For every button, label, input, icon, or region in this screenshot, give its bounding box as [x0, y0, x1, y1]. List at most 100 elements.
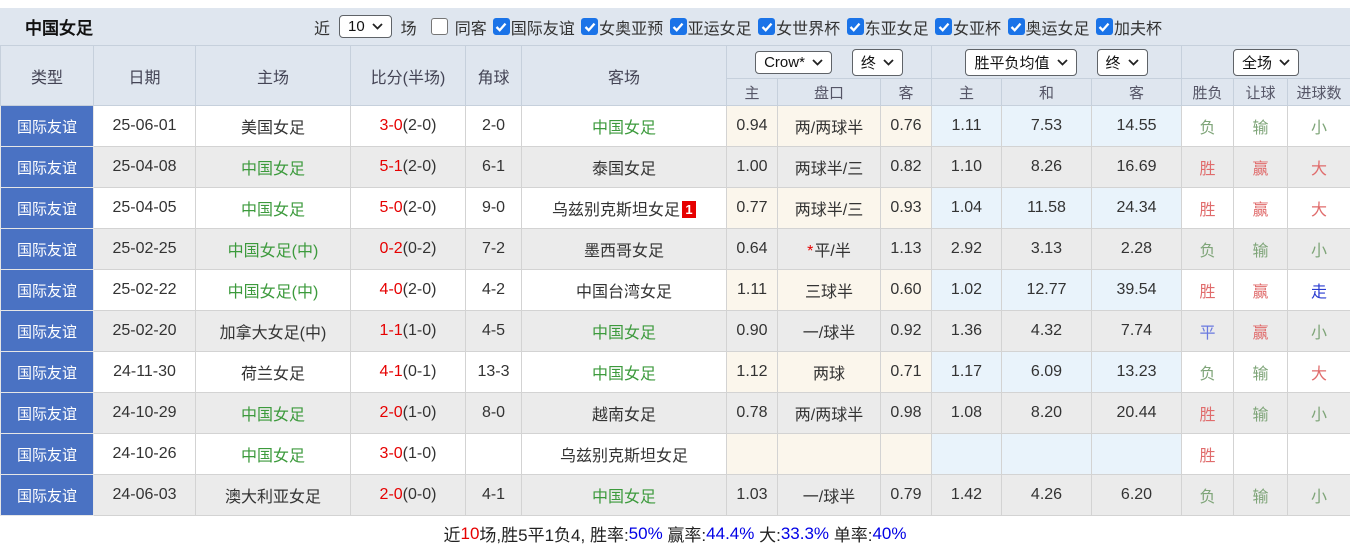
filter-bar: 中国女足 近 10 场 同客 国际友谊 女奥亚预 [0, 8, 1350, 45]
asia-odds-source-select[interactable]: Crow* [755, 51, 832, 74]
summary-segment: 33.3% [781, 524, 829, 544]
competition-checkbox[interactable] [670, 18, 687, 35]
cell-score: 3-0(2-0) [351, 106, 466, 147]
away-team-name: 泰国女足 [592, 161, 656, 178]
cell-eu-away-odds: 2.28 [1092, 229, 1182, 270]
cell-score: 3-0(1-0) [351, 434, 466, 475]
competition-checkbox[interactable] [935, 18, 952, 35]
competition-checkbox[interactable] [493, 18, 510, 35]
score-fulltime: 0-2 [380, 240, 403, 257]
check-icon [672, 22, 684, 32]
away-team-name: 乌兹别克斯坦女足 [560, 448, 688, 465]
cell-away-team: 乌兹别克斯坦女足 [522, 434, 727, 475]
handicap-line: 两球半/三 [795, 202, 863, 219]
col-header-type: 类型 [1, 46, 94, 106]
recent-label-suffix: 场 [401, 15, 417, 39]
cell-corners: 4-1 [466, 475, 522, 516]
recent-count-select[interactable]: 10 [339, 15, 392, 38]
table-row: 国际友谊 24-06-03 澳大利亚女足 2-0(0-0) 4-1 中国女足 1… [1, 475, 1350, 516]
cell-corners: 2-0 [466, 106, 522, 147]
table-row: 国际友谊 25-02-25 中国女足(中) 0-2(0-2) 7-2 墨西哥女足… [1, 229, 1350, 270]
competition-label: 女世界杯 [776, 15, 840, 39]
cell-goals-result: 小 [1288, 393, 1350, 434]
cell-result: 负 [1182, 475, 1234, 516]
cell-corners: 7-2 [466, 229, 522, 270]
cell-away-team: 中国女足 [522, 311, 727, 352]
cell-eu-away-odds: 20.44 [1092, 393, 1182, 434]
asia-odds-period-select[interactable]: 终 [852, 49, 903, 76]
cell-result: 胜 [1182, 270, 1234, 311]
summary-segment: 近 [443, 521, 460, 546]
cell-date: 25-06-01 [94, 106, 196, 147]
cell-ah-line [778, 434, 881, 475]
competition-label: 奥运女足 [1026, 15, 1090, 39]
cell-ah-away-odds: 0.71 [881, 352, 932, 393]
home-team-name: 中国女足 [241, 448, 305, 465]
cell-home-team: 中国女足 [196, 393, 351, 434]
cell-result: 胜 [1182, 147, 1234, 188]
cell-away-team: 越南女足 [522, 393, 727, 434]
col-header-date: 日期 [94, 46, 196, 106]
cell-handicap-result: 输 [1234, 352, 1288, 393]
same-venue-checkbox[interactable] [431, 18, 448, 35]
cell-handicap-result: 赢 [1234, 188, 1288, 229]
cell-eu-home-odds: 2.92 [932, 229, 1002, 270]
cell-ah-line: 三球半 [778, 270, 881, 311]
recent-count-value: 10 [348, 18, 365, 35]
result-scope-select[interactable]: 全场 [1233, 49, 1299, 76]
europe-odds-source-select[interactable]: 胜平负均值 [965, 49, 1076, 76]
match-history-page: 中国女足 近 10 场 同客 国际友谊 女奥亚预 [0, 8, 1350, 558]
cell-date: 25-02-20 [94, 311, 196, 352]
col-header-corner: 角球 [466, 46, 522, 106]
sub-header-handicap-result: 让球 [1234, 79, 1288, 106]
competition-checkbox[interactable] [847, 18, 864, 35]
sub-header-result: 胜负 [1182, 79, 1234, 106]
chevron-down-icon [1128, 59, 1139, 66]
summary-segment: 44.4% [706, 524, 754, 544]
score-fulltime: 4-0 [380, 281, 403, 298]
home-team-name: 中国女足 [241, 407, 305, 424]
cell-date: 25-04-08 [94, 147, 196, 188]
competition-filter-item: 国际友谊 [491, 15, 575, 39]
cell-result: 胜 [1182, 434, 1234, 475]
cell-eu-away-odds: 16.69 [1092, 147, 1182, 188]
europe-odds-header: 胜平负均值 终 [932, 46, 1182, 79]
away-team-name: 越南女足 [592, 407, 656, 424]
europe-odds-period-select[interactable]: 终 [1097, 49, 1148, 76]
competition-checkbox[interactable] [1096, 18, 1113, 35]
summary-segment: 场,胜5平1负4, 胜率: [479, 521, 628, 546]
cell-ah-away-odds: 0.60 [881, 270, 932, 311]
competition-filter-list: 国际友谊 女奥亚预 亚运女足 女世界杯 东亚女足 [491, 15, 1162, 39]
score-fulltime: 4-1 [380, 363, 403, 380]
sub-header-eu-home: 主 [932, 79, 1002, 106]
home-team-name: 加拿大女足(中) [220, 325, 327, 342]
score-fulltime: 5-0 [380, 199, 403, 216]
score-fulltime: 1-1 [380, 322, 403, 339]
cell-goals-result: 小 [1288, 106, 1350, 147]
cell-eu-draw-odds: 4.26 [1002, 475, 1092, 516]
cell-away-team: 墨西哥女足 [522, 229, 727, 270]
score-halftime: (1-0) [403, 404, 437, 421]
result-scope-value: 全场 [1242, 52, 1272, 73]
cell-date: 24-06-03 [94, 475, 196, 516]
cell-score: 2-0(1-0) [351, 393, 466, 434]
table-row: 国际友谊 25-04-08 中国女足 5-1(2-0) 6-1 泰国女足 1.0… [1, 147, 1350, 188]
cell-handicap-result: 输 [1234, 475, 1288, 516]
check-icon [495, 22, 507, 32]
competition-label: 亚运女足 [688, 15, 752, 39]
summary-segment: 赢率: [663, 521, 706, 546]
cell-score: 2-0(0-0) [351, 475, 466, 516]
competition-checkbox[interactable] [758, 18, 775, 35]
competition-checkbox[interactable] [581, 18, 598, 35]
away-team-name: 中国女足 [592, 120, 656, 137]
score-fulltime: 2-0 [380, 404, 403, 421]
cell-date: 25-02-25 [94, 229, 196, 270]
cell-ah-home-odds: 1.11 [727, 270, 778, 311]
competition-checkbox[interactable] [1008, 18, 1025, 35]
away-team-name: 中国女足 [592, 366, 656, 383]
competition-filter-item: 女世界杯 [756, 15, 840, 39]
sub-header-eu-draw: 和 [1002, 79, 1092, 106]
cell-handicap-result: 赢 [1234, 311, 1288, 352]
cell-eu-draw-odds: 8.26 [1002, 147, 1092, 188]
cell-home-team: 澳大利亚女足 [196, 475, 351, 516]
